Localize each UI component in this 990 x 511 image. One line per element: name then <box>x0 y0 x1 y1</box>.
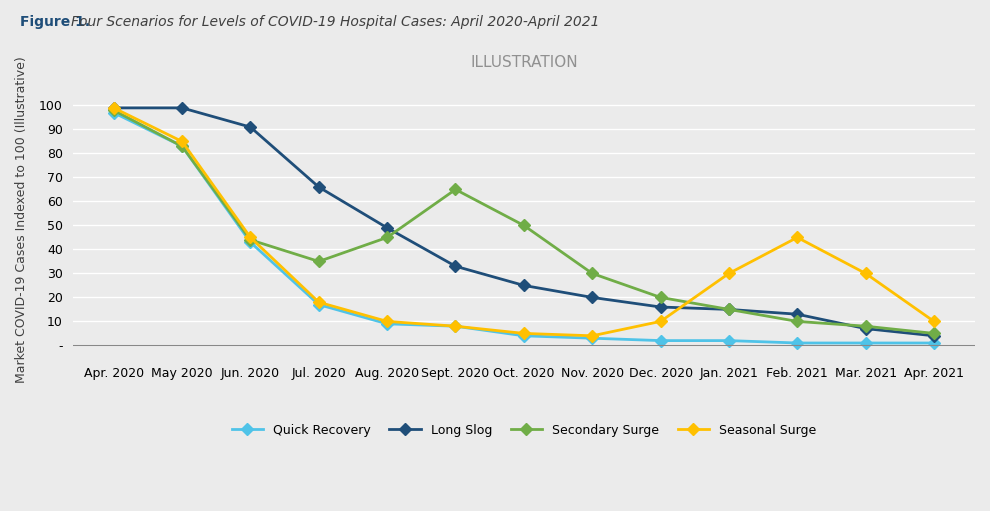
Seasonal Surge <box>654 318 666 324</box>
Seasonal Surge <box>108 105 120 111</box>
Line: Long Slog: Long Slog <box>110 104 939 340</box>
Line: Seasonal Surge: Seasonal Surge <box>110 104 939 340</box>
Seasonal Surge <box>723 270 735 276</box>
Seasonal Surge <box>586 333 598 339</box>
Long Slog <box>586 294 598 300</box>
Quick Recovery <box>245 239 256 245</box>
Secondary Surge <box>654 294 666 300</box>
Quick Recovery <box>586 335 598 341</box>
Long Slog <box>449 263 461 269</box>
Quick Recovery <box>928 340 940 346</box>
Secondary Surge <box>586 270 598 276</box>
Quick Recovery <box>859 340 871 346</box>
Text: ILLUSTRATION: ILLUSTRATION <box>470 56 578 71</box>
Secondary Surge <box>791 318 803 324</box>
Text: Four Scenarios for Levels of COVID-19 Hospital Cases: April 2020-April 2021: Four Scenarios for Levels of COVID-19 Ho… <box>71 15 600 29</box>
Secondary Surge <box>108 107 120 113</box>
Quick Recovery <box>176 143 188 149</box>
Quick Recovery <box>108 110 120 116</box>
Quick Recovery <box>381 321 393 327</box>
Long Slog <box>518 283 530 289</box>
Legend: Quick Recovery, Long Slog, Secondary Surge, Seasonal Surge: Quick Recovery, Long Slog, Secondary Sur… <box>227 419 821 442</box>
Secondary Surge <box>859 323 871 329</box>
Long Slog <box>928 333 940 339</box>
Long Slog <box>791 311 803 317</box>
Quick Recovery <box>313 301 325 308</box>
Long Slog <box>723 307 735 313</box>
Quick Recovery <box>654 338 666 344</box>
Seasonal Surge <box>176 138 188 145</box>
Secondary Surge <box>176 143 188 149</box>
Quick Recovery <box>518 333 530 339</box>
Seasonal Surge <box>381 318 393 324</box>
Y-axis label: Market COVID-19 Cases Indexed to 100 (Illustrative): Market COVID-19 Cases Indexed to 100 (Il… <box>15 56 28 383</box>
Secondary Surge <box>723 307 735 313</box>
Quick Recovery <box>791 340 803 346</box>
Line: Secondary Surge: Secondary Surge <box>110 106 939 338</box>
Seasonal Surge <box>449 323 461 329</box>
Secondary Surge <box>928 330 940 336</box>
Seasonal Surge <box>313 299 325 305</box>
Seasonal Surge <box>791 235 803 241</box>
Secondary Surge <box>313 259 325 265</box>
Seasonal Surge <box>859 270 871 276</box>
Seasonal Surge <box>245 235 256 241</box>
Long Slog <box>654 304 666 310</box>
Long Slog <box>176 105 188 111</box>
Text: Figure 1.: Figure 1. <box>20 15 95 29</box>
Secondary Surge <box>245 237 256 243</box>
Secondary Surge <box>449 187 461 193</box>
Seasonal Surge <box>518 330 530 336</box>
Seasonal Surge <box>928 318 940 324</box>
Long Slog <box>245 124 256 130</box>
Long Slog <box>859 326 871 332</box>
Long Slog <box>381 225 393 231</box>
Secondary Surge <box>381 235 393 241</box>
Quick Recovery <box>449 323 461 329</box>
Long Slog <box>108 105 120 111</box>
Line: Quick Recovery: Quick Recovery <box>110 108 939 347</box>
Secondary Surge <box>518 222 530 228</box>
Long Slog <box>313 184 325 190</box>
Quick Recovery <box>723 338 735 344</box>
